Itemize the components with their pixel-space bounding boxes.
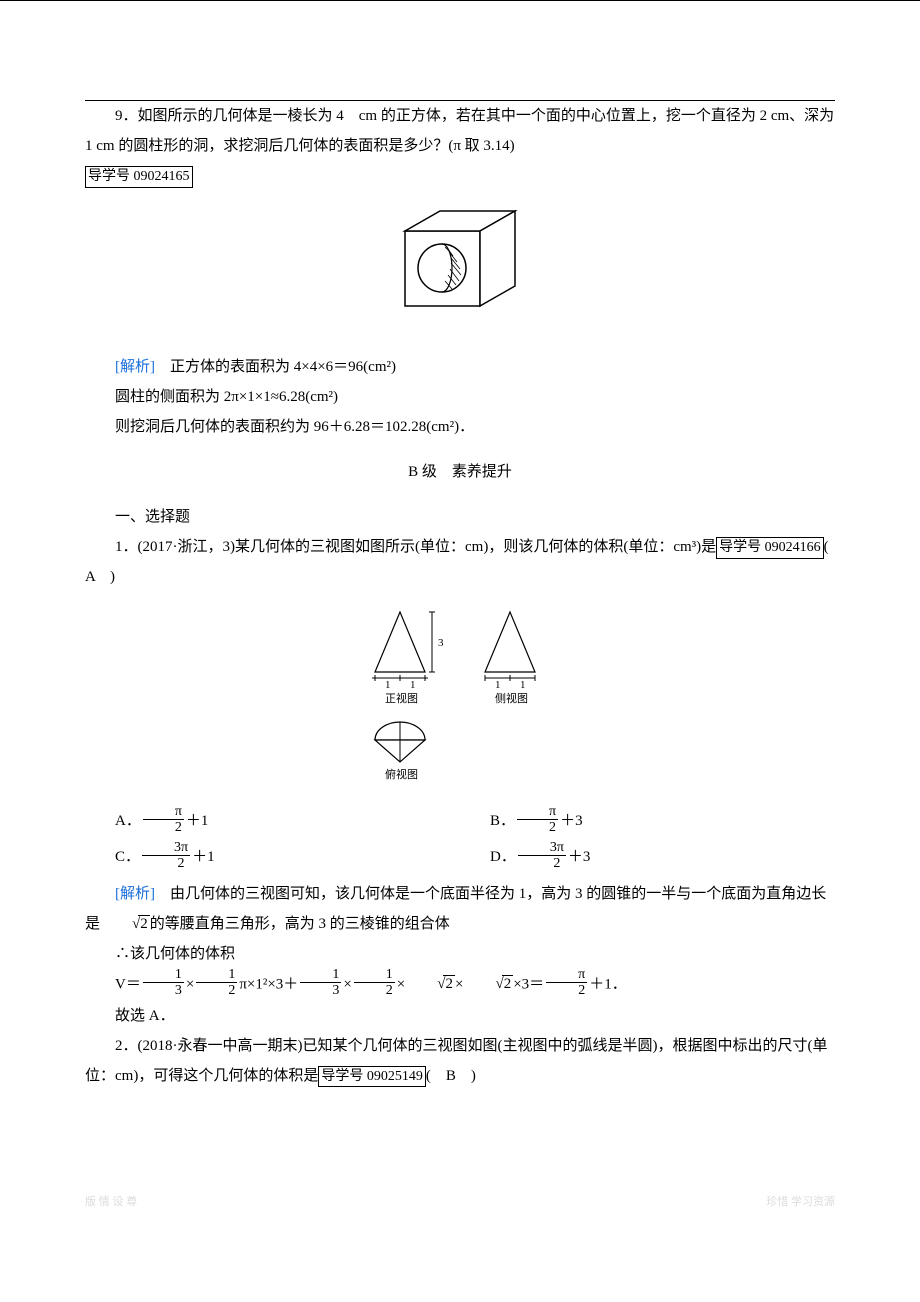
analysis-label: [解析]: [115, 886, 170, 902]
q9-figure: [85, 201, 835, 342]
footer-left: 版 情 设 尊: [85, 1191, 137, 1213]
q2-num: 2．: [115, 1038, 138, 1054]
page-footer: 版 情 设 尊 珍惜 学习资源: [0, 1151, 920, 1233]
q9-num: 9．: [115, 108, 138, 124]
q9-sol1: [解析] 正方体的表面积为 4×4×6＝96(cm²): [85, 352, 835, 382]
q1-num: 1．: [115, 539, 138, 555]
svg-text:1: 1: [495, 679, 501, 691]
svg-text:侧视图: 侧视图: [495, 691, 528, 705]
footer-right: 珍惜 学习资源: [766, 1191, 835, 1213]
q1-conclusion: 故选 A．: [85, 1001, 835, 1031]
svg-text:正视图: 正视图: [385, 691, 418, 705]
q9-badge: 导学号 09024165: [85, 166, 193, 188]
q1-sol1: [解析] 由几何体的三视图可知，该几何体是一个底面半径为 1，高为 3 的圆锥的…: [85, 879, 835, 939]
analysis-label: [解析]: [115, 359, 170, 375]
q2-badge: 导学号 09025149: [318, 1066, 426, 1088]
q1-option-a: A．π2＋1: [85, 803, 460, 839]
svg-text:1: 1: [410, 679, 416, 691]
svg-text:3: 3: [438, 637, 444, 649]
q2-text: 2．(2018·永春一中高一期末)已知某个几何体的三视图如图(主视图中的弧线是半…: [85, 1031, 835, 1091]
svg-text:1: 1: [385, 679, 391, 691]
svg-text:俯视图: 俯视图: [385, 767, 418, 781]
svg-text:1: 1: [520, 679, 526, 691]
q1-figure: 1 1 3 正视图 1 1 侧视图 俯视图: [85, 602, 835, 793]
q1-eq: V＝13×12π×1²×3＋13×12×2×2×3＝π2＋1．: [85, 969, 835, 1001]
q2-answer: ( B ): [426, 1068, 476, 1084]
q9-sol2: 圆柱的侧面积为 2π×1×1≈6.28(cm²): [85, 382, 835, 412]
q1-option-b: B．π2＋3: [460, 803, 835, 839]
q1-sol2: ∴该几何体的体积: [85, 939, 835, 969]
q1-option-c: C．3π2＋1: [85, 839, 460, 875]
subsection-heading: 一、选择题: [85, 502, 835, 532]
q9-sol3: 则挖洞后几何体的表面积约为 96＋6.28＝102.28(cm²)．: [85, 412, 835, 442]
section-b-heading: B 级 素养提升: [85, 457, 835, 487]
q1-text: 1．(2017·浙江，3)某几何体的三视图如图所示(单位：cm)，则该几何体的体…: [85, 532, 835, 592]
q1-option-d: D．3π2＋3: [460, 839, 835, 875]
q1-options: A．π2＋1 B．π2＋3 C．3π2＋1 D．3π2＋3: [85, 803, 835, 875]
q9-text: 9．如图所示的几何体是一棱长为 4 cm 的正方体，若在其中一个面的中心位置上，…: [85, 101, 835, 161]
q1-badge: 导学号 09024166: [716, 537, 824, 559]
